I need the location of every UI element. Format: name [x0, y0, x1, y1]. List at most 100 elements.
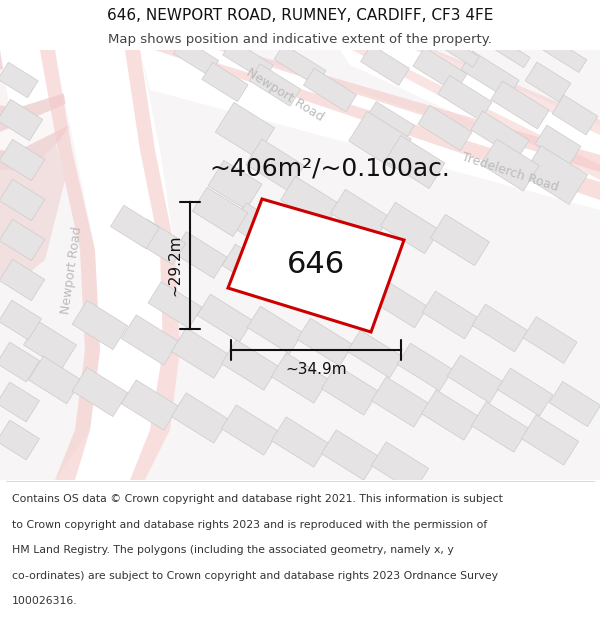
Polygon shape: [232, 203, 289, 253]
Polygon shape: [0, 62, 38, 98]
Polygon shape: [491, 81, 549, 129]
Polygon shape: [0, 382, 40, 422]
Polygon shape: [272, 256, 328, 304]
Polygon shape: [304, 68, 356, 112]
Polygon shape: [421, 390, 479, 440]
Polygon shape: [110, 205, 160, 249]
Polygon shape: [322, 268, 378, 316]
Text: ~29.2m: ~29.2m: [167, 235, 182, 296]
Polygon shape: [523, 317, 577, 363]
Polygon shape: [228, 199, 404, 332]
Polygon shape: [297, 318, 353, 366]
Polygon shape: [72, 368, 128, 417]
Polygon shape: [418, 106, 472, 151]
Polygon shape: [40, 50, 100, 480]
Polygon shape: [202, 62, 248, 102]
Polygon shape: [331, 189, 389, 241]
Text: Contains OS data © Crown copyright and database right 2021. This information is : Contains OS data © Crown copyright and d…: [12, 494, 503, 504]
Polygon shape: [431, 214, 490, 266]
Polygon shape: [543, 38, 587, 72]
Polygon shape: [0, 50, 600, 480]
Polygon shape: [352, 50, 600, 180]
Polygon shape: [0, 139, 45, 181]
Polygon shape: [221, 340, 278, 390]
Polygon shape: [365, 102, 415, 142]
Polygon shape: [192, 188, 248, 237]
Text: Newport Road: Newport Road: [59, 225, 85, 315]
Polygon shape: [173, 232, 227, 278]
Polygon shape: [549, 381, 600, 426]
Polygon shape: [525, 62, 571, 102]
Polygon shape: [535, 125, 581, 165]
Polygon shape: [271, 417, 329, 467]
Polygon shape: [413, 48, 467, 92]
Polygon shape: [380, 202, 439, 254]
Polygon shape: [521, 415, 578, 465]
Text: co-ordinates) are subject to Crown copyright and database rights 2023 Ordnance S: co-ordinates) are subject to Crown copyr…: [12, 571, 498, 581]
Polygon shape: [271, 353, 329, 403]
Polygon shape: [447, 355, 503, 403]
Polygon shape: [0, 300, 41, 340]
Polygon shape: [172, 393, 229, 443]
Polygon shape: [322, 430, 379, 480]
Polygon shape: [221, 405, 278, 455]
Text: ~406m²/~0.100ac.: ~406m²/~0.100ac.: [209, 156, 451, 180]
Polygon shape: [155, 50, 600, 200]
Text: Newport Road: Newport Road: [244, 66, 326, 124]
Polygon shape: [0, 420, 40, 460]
Polygon shape: [385, 136, 445, 189]
Polygon shape: [490, 36, 530, 68]
Polygon shape: [472, 304, 528, 352]
Polygon shape: [140, 50, 600, 210]
Polygon shape: [23, 321, 76, 369]
Polygon shape: [250, 64, 301, 106]
Polygon shape: [0, 50, 75, 110]
Polygon shape: [0, 50, 72, 108]
Text: Map shows position and indicative extent of the property.: Map shows position and indicative extent…: [108, 34, 492, 46]
Text: 646, NEWPORT ROAD, RUMNEY, CARDIFF, CF3 4FE: 646, NEWPORT ROAD, RUMNEY, CARDIFF, CF3 …: [107, 8, 493, 22]
Polygon shape: [121, 315, 179, 365]
Polygon shape: [322, 365, 379, 415]
Polygon shape: [371, 377, 428, 427]
Polygon shape: [134, 219, 186, 264]
Polygon shape: [497, 368, 553, 416]
Polygon shape: [523, 146, 587, 204]
Polygon shape: [0, 99, 43, 141]
Polygon shape: [281, 176, 340, 228]
Text: 100026316.: 100026316.: [12, 596, 77, 606]
Polygon shape: [0, 50, 90, 170]
Text: Tredelerch Road: Tredelerch Road: [460, 150, 560, 194]
Polygon shape: [0, 219, 45, 261]
Polygon shape: [197, 294, 253, 342]
Polygon shape: [274, 44, 326, 86]
Polygon shape: [438, 76, 492, 121]
Polygon shape: [218, 50, 600, 172]
Polygon shape: [0, 342, 40, 382]
Polygon shape: [552, 95, 598, 135]
Polygon shape: [371, 442, 428, 492]
Polygon shape: [208, 161, 262, 209]
Polygon shape: [247, 306, 303, 354]
Polygon shape: [29, 356, 82, 404]
Polygon shape: [121, 380, 179, 430]
Polygon shape: [347, 330, 403, 378]
Polygon shape: [361, 44, 409, 86]
Text: 646: 646: [287, 250, 346, 279]
Polygon shape: [55, 50, 180, 480]
Polygon shape: [472, 402, 529, 452]
Polygon shape: [172, 328, 229, 378]
Polygon shape: [349, 111, 412, 169]
Polygon shape: [246, 139, 304, 191]
Text: ~34.9m: ~34.9m: [285, 362, 347, 377]
Text: HM Land Registry. The polygons (including the associated geometry, namely x, y: HM Land Registry. The polygons (includin…: [12, 545, 454, 555]
Polygon shape: [461, 51, 519, 99]
Polygon shape: [222, 244, 278, 292]
Polygon shape: [340, 50, 600, 180]
Polygon shape: [0, 179, 45, 221]
Polygon shape: [215, 102, 275, 158]
Polygon shape: [441, 37, 479, 67]
Polygon shape: [223, 39, 273, 81]
Polygon shape: [372, 280, 428, 328]
Polygon shape: [415, 50, 600, 135]
Polygon shape: [0, 259, 45, 301]
